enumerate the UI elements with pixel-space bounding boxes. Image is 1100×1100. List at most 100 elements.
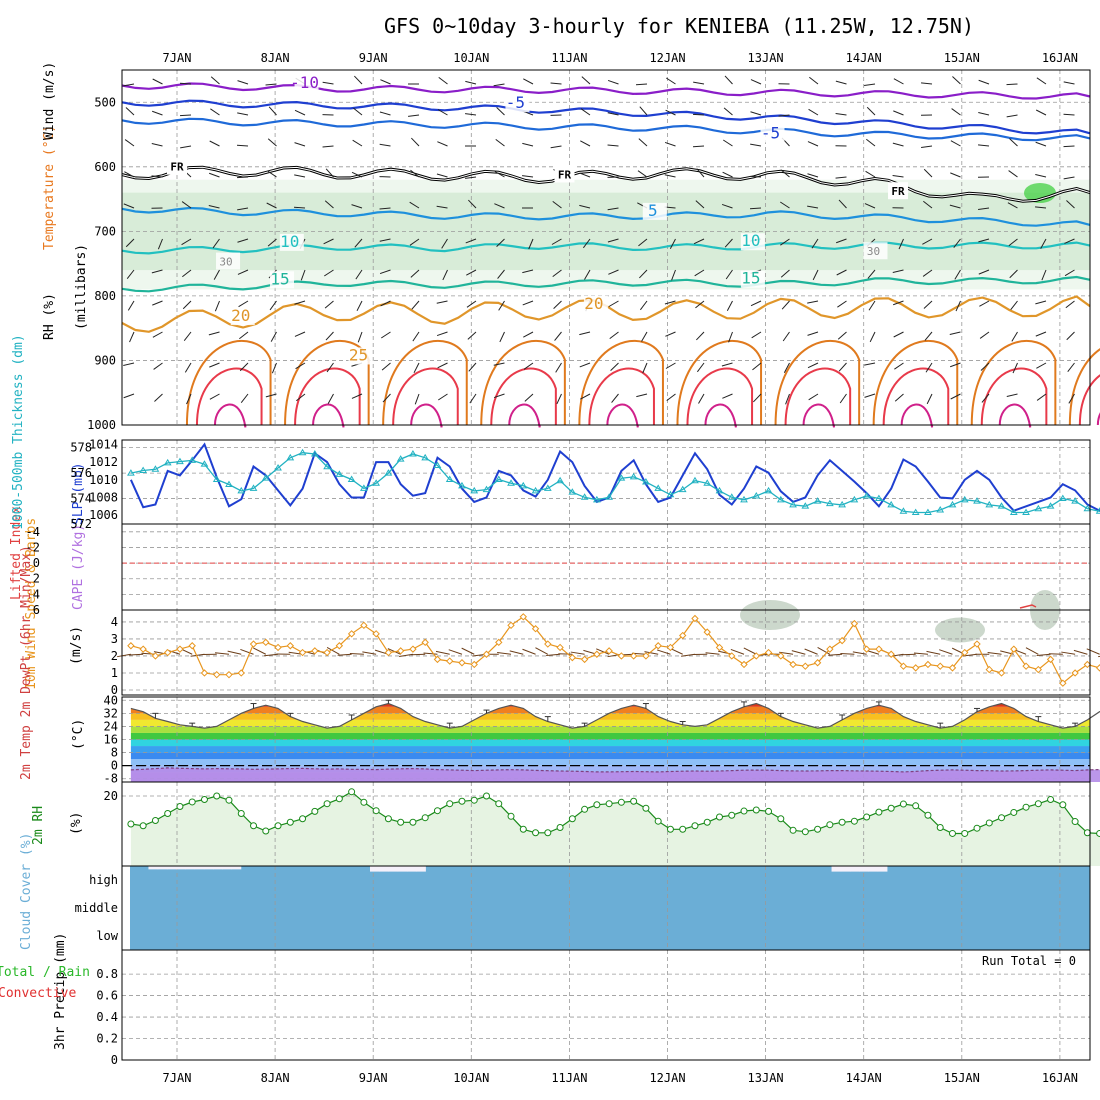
x-tick-label-top: 8JAN	[261, 51, 290, 65]
thickness-point	[1058, 494, 1067, 502]
wind-barb	[267, 138, 277, 147]
wind-barb	[382, 393, 391, 403]
wind-barb	[179, 114, 192, 117]
cloud-high-gap	[840, 866, 851, 872]
x-tick-label-bottom: 8JAN	[261, 1071, 290, 1085]
wind-barb	[522, 269, 534, 274]
rh2m-point	[998, 814, 1006, 822]
wind-tick-label: 4	[111, 615, 118, 629]
wind-barb-10m	[730, 648, 745, 655]
wind-barb	[780, 238, 790, 246]
thickness-point	[568, 488, 577, 495]
thickness-point	[286, 453, 295, 461]
wind-barb	[864, 203, 876, 209]
wind-barb	[237, 238, 249, 243]
wind-barb	[181, 238, 192, 246]
thickness-point	[433, 461, 442, 468]
wind-barb	[1007, 202, 1018, 209]
x-tick-label-bottom: 15JAN	[944, 1071, 980, 1085]
cloud-high-gap	[213, 866, 223, 870]
wind-barb	[807, 300, 819, 304]
wind-speed-point	[372, 630, 380, 638]
wind-barb	[151, 110, 163, 116]
wind-barb	[721, 203, 733, 209]
wind-barb	[296, 393, 306, 402]
wind-barb	[151, 269, 163, 274]
wind-barb	[266, 202, 277, 209]
wind-barb	[722, 171, 733, 178]
isotherm-label: 5	[648, 201, 658, 220]
wind-barb	[466, 269, 477, 276]
wind-barb	[1035, 109, 1047, 116]
thickness-point	[801, 502, 810, 509]
wind-barb	[671, 269, 676, 281]
wind-barb	[1063, 81, 1075, 85]
rh2m-point	[654, 817, 662, 825]
rh2m-point	[409, 818, 417, 826]
wind-barb	[293, 206, 306, 209]
temp-band	[130, 726, 1090, 733]
wind-barb	[1010, 300, 1018, 310]
isotherm-label: 25	[349, 345, 368, 364]
wind-barb	[552, 200, 562, 209]
precip-label: 3hr Precip (mm)	[53, 933, 68, 1050]
wind-barb	[550, 145, 562, 149]
thickness-point	[249, 484, 258, 491]
wind-barb-10m	[926, 650, 941, 655]
wind-speed-point	[961, 648, 969, 657]
rh2m-label: 2m RH	[31, 806, 46, 845]
wind-speed-point	[1095, 664, 1100, 672]
thickness-point	[212, 475, 221, 482]
wind-barb	[638, 238, 648, 247]
wind-barb	[123, 83, 135, 87]
thickness-point	[825, 499, 834, 507]
wind-barb	[950, 393, 961, 400]
wind-barb	[638, 138, 648, 147]
wind-barb	[209, 140, 220, 147]
temp-band	[130, 739, 1090, 747]
wind-barb	[807, 362, 819, 369]
wind-barb	[523, 362, 534, 370]
rh2m-point	[630, 797, 638, 805]
wind-barb	[750, 143, 762, 147]
thickness-point	[924, 508, 932, 516]
dewpoint-line	[130, 767, 1100, 773]
thickness-tick-label: 574	[70, 492, 92, 506]
wind-barb	[1006, 83, 1018, 86]
rh2m-point	[139, 822, 147, 830]
wind-speed-point	[813, 659, 822, 667]
wind-speed-point	[850, 619, 859, 628]
temp-tick-label: 8	[111, 746, 118, 760]
wind-barb	[493, 362, 505, 366]
wind-barb	[265, 83, 277, 86]
isotherm-label: 15	[270, 269, 289, 288]
wind-barb	[267, 170, 277, 178]
wind-barb	[950, 140, 961, 147]
thickness-point	[997, 502, 1006, 509]
diurnal-isotherm	[970, 339, 1057, 426]
wind-barb	[154, 393, 163, 402]
panel-frame	[121, 439, 1091, 525]
rh2m-point	[286, 818, 294, 826]
wind-barb	[921, 82, 933, 85]
wind-barb	[524, 393, 534, 402]
rh2m-point	[470, 796, 478, 804]
wind-speed-point	[899, 662, 908, 670]
wind-speed-point	[764, 648, 773, 657]
thickness-point	[556, 476, 564, 484]
wind-barb	[352, 139, 363, 147]
diurnal-isotherm	[185, 339, 272, 426]
rh2m-point	[887, 804, 895, 812]
rh2m-point	[311, 807, 319, 815]
thickness-point	[899, 507, 908, 514]
diurnal-isotherm	[392, 367, 459, 426]
wind-barb	[639, 106, 648, 116]
slp-tick-label: 1012	[89, 455, 118, 469]
wind-barb	[124, 139, 135, 147]
wind-barb	[808, 108, 819, 116]
data-series: -10 -5 -5 5 10 10 15 15 20 20 25 30 30 FR FR FR	[117, 73, 1100, 872]
wind-barb	[721, 362, 733, 367]
wind-speed-point	[556, 643, 564, 652]
wind-barb	[750, 79, 762, 85]
pressure-tick-label: 500	[94, 95, 116, 109]
